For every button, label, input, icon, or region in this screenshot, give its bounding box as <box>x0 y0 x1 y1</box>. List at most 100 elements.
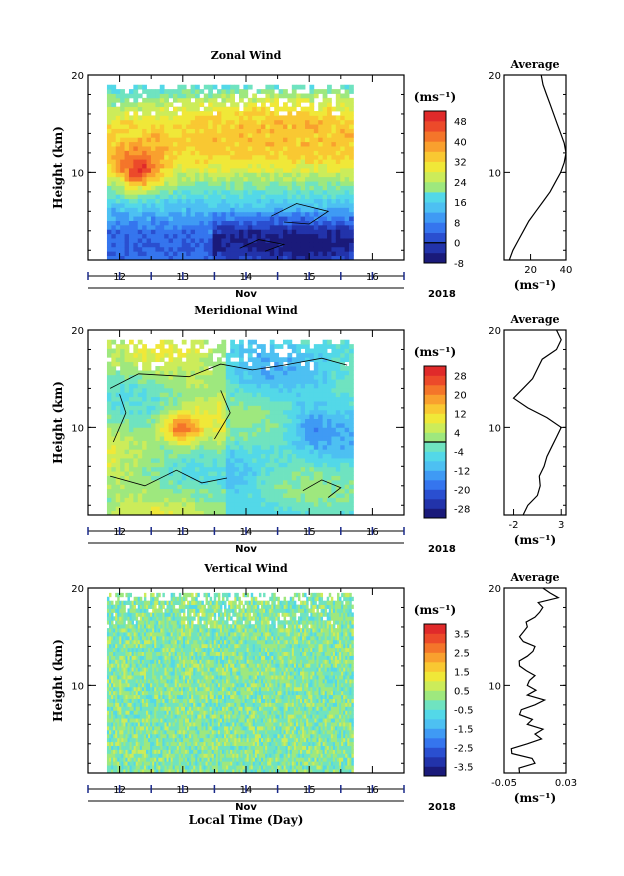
heatmap-cell <box>265 119 271 125</box>
heatmap-cell <box>221 106 227 112</box>
heatmap-cell <box>111 686 114 692</box>
heatmap-cell <box>265 89 271 94</box>
heatmap-cell <box>106 414 112 419</box>
heatmap-cell <box>265 510 271 516</box>
heatmap-cell <box>291 357 297 363</box>
heatmap-cell <box>190 431 196 437</box>
heatmap-cell <box>296 233 302 239</box>
heatmap-cell <box>252 97 258 103</box>
heatmap-cell <box>313 396 319 402</box>
month-label: Nov <box>235 544 257 555</box>
heatmap-cell <box>164 119 169 125</box>
heatmap-cell <box>150 233 156 239</box>
heatmap-cell <box>305 427 310 433</box>
heatmap-cell <box>194 128 200 134</box>
heatmap-cell <box>327 440 332 446</box>
heatmap-cell <box>172 124 178 129</box>
heatmap-cell <box>155 506 161 512</box>
heatmap-cell <box>119 733 122 739</box>
heatmap-cell <box>256 475 262 481</box>
heatmap-cell <box>344 396 350 402</box>
heatmap-cell <box>327 374 332 380</box>
heatmap-cell <box>186 207 191 213</box>
heatmap-cell <box>150 370 156 376</box>
heatmap-cell <box>199 366 205 371</box>
heatmap-cell <box>121 639 124 645</box>
heatmap-cell <box>234 418 240 424</box>
heatmap-cell <box>111 203 117 208</box>
heatmap-cell <box>291 462 297 468</box>
heatmap-cell <box>111 238 117 243</box>
heatmap-cell <box>111 643 114 649</box>
heatmap-cell <box>133 370 139 376</box>
heatmap-cell <box>115 765 118 770</box>
heatmap-cell <box>142 181 147 186</box>
heatmap-cell <box>230 344 235 349</box>
heatmap-cell <box>252 392 258 398</box>
heatmap-cell <box>221 194 227 200</box>
heatmap-cell <box>221 440 227 446</box>
heatmap-cell <box>177 479 183 485</box>
heatmap-cell <box>340 194 346 200</box>
heatmap-cell <box>283 137 288 143</box>
heatmap-cell <box>221 119 227 125</box>
heatmap-cell <box>203 422 209 428</box>
heatmap-cell <box>168 409 174 415</box>
heatmap-cell <box>331 387 337 393</box>
colorbar-tick-label: 40 <box>454 137 467 148</box>
heatmap-cell <box>300 453 306 459</box>
heatmap-cell <box>344 339 350 345</box>
heatmap-cell <box>212 137 218 143</box>
heatmap-cell <box>128 141 134 147</box>
heatmap-cell <box>269 484 275 490</box>
heatmap-cell <box>133 159 139 164</box>
heatmap-cell <box>283 414 288 419</box>
heatmap-cell <box>142 357 147 363</box>
heatmap-cell <box>221 238 227 243</box>
heatmap-cell <box>125 655 128 660</box>
heatmap-cell <box>265 238 271 243</box>
heatmap-cell <box>137 479 143 485</box>
heatmap-cell <box>296 146 302 151</box>
heatmap-cell <box>340 224 346 230</box>
heatmap-cell <box>168 401 174 406</box>
heatmap-cell <box>123 608 126 613</box>
heatmap-cell <box>331 352 337 358</box>
heatmap-cell <box>296 84 302 90</box>
heatmap-cell <box>109 698 112 703</box>
heatmap-cell <box>256 185 262 191</box>
heatmap-cell <box>177 154 183 160</box>
heatmap-cell <box>291 484 297 490</box>
heatmap-cell <box>221 229 227 235</box>
heatmap-cell <box>239 146 244 151</box>
heatmap-cell <box>172 251 178 257</box>
heatmap-cell <box>265 444 271 450</box>
heatmap-cell <box>115 93 121 99</box>
heatmap-cell <box>300 207 306 213</box>
heatmap-cell <box>318 488 324 494</box>
heatmap-cell <box>142 488 147 494</box>
heatmap-cell <box>230 115 235 121</box>
heatmap-cell <box>340 418 346 424</box>
heatmap-cell <box>274 374 280 380</box>
heatmap-cell <box>221 414 227 419</box>
heatmap-cell <box>344 431 350 437</box>
heatmap-cell <box>155 154 161 160</box>
heatmap-cell <box>243 102 249 108</box>
heatmap-cell <box>239 224 244 230</box>
heatmap-cell <box>247 163 253 169</box>
heatmap-cell <box>243 427 249 433</box>
heatmap-cell <box>217 436 222 441</box>
heatmap-cell <box>168 251 174 257</box>
heatmap-cell <box>186 479 191 485</box>
heatmap-cell <box>300 392 306 398</box>
heatmap-cell <box>106 387 112 393</box>
heatmap-cell <box>190 497 196 503</box>
heatmap-cell <box>287 366 293 371</box>
heatmap-cell <box>115 471 121 476</box>
heatmap-cell <box>194 383 200 389</box>
heatmap-cell <box>291 154 297 160</box>
heatmap-cell <box>217 185 222 191</box>
heatmap-cell <box>265 185 271 191</box>
heatmap-cell <box>287 242 293 248</box>
